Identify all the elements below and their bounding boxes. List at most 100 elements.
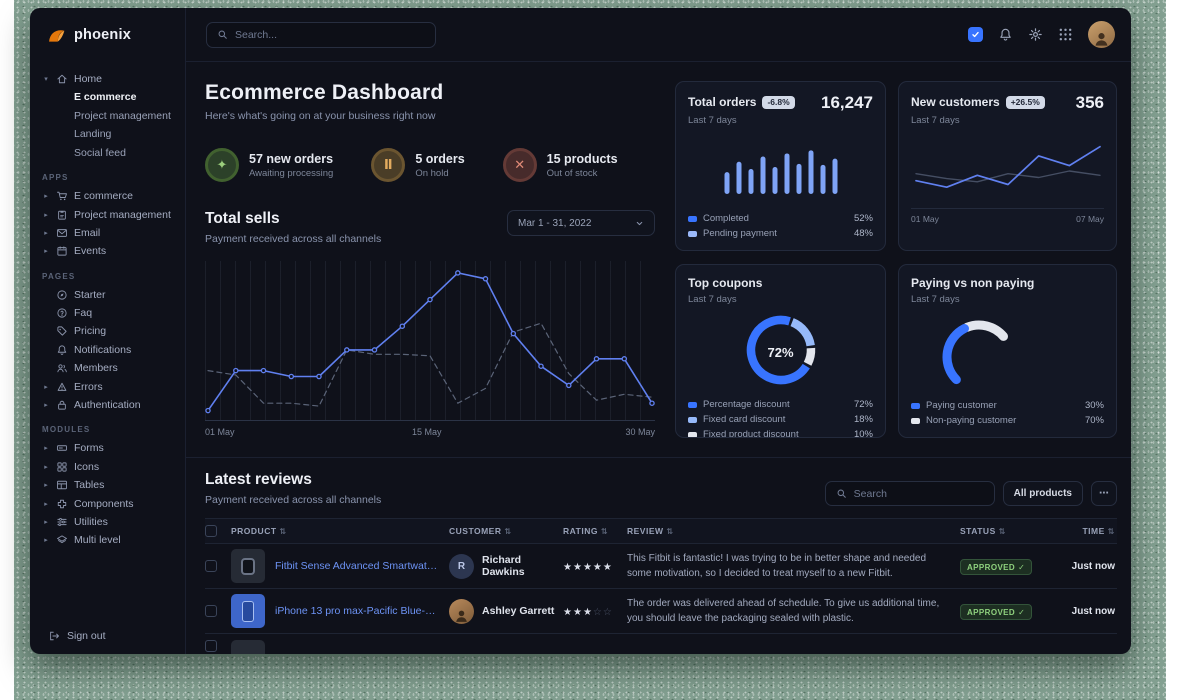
sidebar-section-label: PAGES — [42, 271, 76, 281]
customer-name: Richard Dawkins — [482, 554, 525, 578]
row-checkbox[interactable] — [205, 640, 217, 652]
total-sells-header: Total sells Payment received across all … — [205, 210, 655, 245]
all-products-button[interactable]: All products — [1002, 481, 1083, 506]
sidebar-item-label: Project management — [74, 208, 171, 221]
card-title: New customers — [911, 95, 1000, 109]
star-icon: ★ — [563, 562, 573, 573]
customer-name: Ashley Garrett — [482, 605, 555, 617]
sidebar-item-social-feed[interactable]: Social feed — [74, 146, 126, 159]
sidebar-item-faq[interactable]: Faq — [42, 304, 179, 322]
sidebar-item-label: Forms — [74, 442, 104, 455]
dashboard-section: Ecommerce Dashboard Here's what's going … — [186, 62, 1131, 457]
sidebar-item-events[interactable]: ▸ Events — [42, 242, 179, 260]
search-input[interactable] — [235, 28, 425, 41]
kpi-cards: Total orders -6.8% Last 7 days 16,247 Com… — [675, 81, 1117, 443]
legend-value: 18% — [853, 414, 873, 425]
legend-item: Paying customer 30% — [911, 400, 1104, 411]
new-customers-value: 356 — [1075, 93, 1104, 112]
sidebar-item-landing[interactable]: Landing — [74, 128, 112, 141]
column-label: RATING — [563, 526, 598, 536]
column-header-review[interactable]: REVIEW ⇅ — [627, 526, 960, 536]
column-header-customer[interactable]: CUSTOMER ⇅ — [449, 526, 563, 536]
sidebar-item-notifications[interactable]: Notifications — [42, 341, 179, 359]
caret-right-icon: ▸ — [44, 482, 48, 490]
orders-legend: Completed 52% Pending payment 48% — [688, 213, 873, 239]
gear-icon[interactable] — [1028, 27, 1043, 42]
stat-value: 15 products — [546, 151, 618, 166]
sidebar-item-label: Utilities — [74, 516, 108, 528]
total-sells-chart-svg — [205, 270, 655, 414]
brand-logo[interactable]: phoenix — [30, 8, 185, 62]
row-checkbox[interactable] — [205, 605, 217, 617]
sidebar-item-pricing[interactable]: Pricing — [42, 322, 179, 340]
sidebar-item-home[interactable]: ▾ Home — [42, 70, 179, 88]
sidebar-item-project-management[interactable]: Project management — [74, 109, 171, 122]
product-link[interactable]: iPhone 13 pro max-Pacific Blue-128GB sto… — [275, 605, 439, 617]
sidebar-nav: ▾ Home E commerce Project management Landing… — [30, 62, 185, 618]
donut-svg — [746, 315, 815, 385]
orders-bar-chart — [724, 150, 837, 194]
chevron-down-icon — [635, 219, 644, 228]
sidebar-item-e-commerce[interactable]: ▸ E commerce — [42, 187, 179, 205]
row-checkbox[interactable] — [205, 560, 217, 572]
bell-icon — [56, 344, 68, 356]
sidebar-item-starter[interactable]: Starter — [42, 286, 179, 304]
date-range-select[interactable]: Mar 1 - 31, 2022 — [507, 210, 655, 236]
topbar — [186, 8, 1131, 62]
column-label: CUSTOMER — [449, 526, 502, 536]
reviews-search[interactable] — [824, 481, 995, 506]
sidebar-item-label: Email — [74, 226, 101, 239]
total-orders-value: 16,247 — [821, 93, 873, 112]
people-icon — [56, 362, 68, 374]
sidebar-item-label: Events — [74, 245, 107, 258]
sidebar-item-label: E commerce — [74, 190, 133, 203]
reviews-search-input[interactable] — [853, 487, 984, 500]
column-header-product[interactable]: PRODUCT ⇅ — [231, 526, 449, 536]
paying-gauge-chart — [942, 320, 1009, 385]
sidebar-item-email[interactable]: ▸ Email — [42, 224, 179, 242]
stat-caption: Awaiting processing — [249, 167, 334, 179]
mail-icon — [56, 227, 68, 239]
product-link[interactable]: Fitbit Sense Advanced Smartwatch with To… — [275, 560, 439, 572]
more-options-button[interactable]: ⋯ — [1091, 481, 1117, 506]
product-image — [231, 640, 265, 654]
compass-icon — [56, 289, 68, 301]
legend-label: Fixed card discount — [703, 414, 786, 425]
trend-badge: -6.8% — [762, 95, 795, 109]
column-header-rating[interactable]: RATING ⇅ — [563, 526, 627, 536]
user-avatar[interactable] — [1088, 21, 1115, 48]
reviews-header: Latest reviews Payment received across a… — [205, 471, 1117, 506]
reviews-table: PRODUCT ⇅ CUSTOMER ⇅ RATING ⇅ REVIEW ⇅ STATUS ⇅ TI… — [205, 518, 1117, 654]
caret-right-icon: ▸ — [44, 248, 48, 256]
sidebar-item-utilities[interactable]: ▸ Utilities — [42, 513, 179, 531]
check-square-icon[interactable] — [968, 27, 983, 42]
column-header-status[interactable]: STATUS ⇅ — [960, 526, 1059, 536]
check-icon: ✓ — [1018, 562, 1026, 572]
bell-icon[interactable] — [998, 27, 1013, 42]
sidebar-item-components[interactable]: ▸ Components — [42, 494, 179, 512]
legend-value: 30% — [1084, 400, 1104, 411]
sidebar-item-errors[interactable]: ▸ Errors — [42, 377, 179, 395]
sidebar-item-e-commerce[interactable]: E commerce — [74, 91, 137, 104]
select-all-checkbox[interactable] — [205, 525, 217, 537]
legend-label: Completed — [703, 213, 749, 224]
lock-icon — [56, 399, 68, 411]
sidebar-item-sign-out[interactable]: Sign out — [30, 618, 185, 644]
sidebar-item-multi-level[interactable]: ▸ Multi level — [42, 531, 179, 549]
sidebar-item-authentication[interactable]: ▸ Authentication — [42, 396, 179, 414]
sidebar-item-icons[interactable]: ▸ Icons — [42, 458, 179, 476]
sidebar-item-tables[interactable]: ▸ Tables — [42, 476, 179, 494]
form-icon — [56, 442, 68, 454]
main-area: Ecommerce Dashboard Here's what's going … — [186, 8, 1131, 654]
apps-grid-icon[interactable] — [1058, 27, 1073, 42]
review-time: Just now — [1071, 560, 1115, 572]
column-header-time[interactable]: TIME ⇅ — [1059, 526, 1117, 536]
sidebar-item-project-management[interactable]: ▸ Project management — [42, 205, 179, 223]
sidebar-item-members[interactable]: Members — [42, 359, 179, 377]
rating-stars: ★★★★★ — [563, 557, 627, 575]
total-orders-card: Total orders -6.8% Last 7 days 16,247 Com… — [675, 81, 886, 251]
sidebar-item-forms[interactable]: ▸ Forms — [42, 439, 179, 457]
topbar-search[interactable] — [206, 21, 436, 48]
x-tick: 15 May — [412, 427, 442, 437]
